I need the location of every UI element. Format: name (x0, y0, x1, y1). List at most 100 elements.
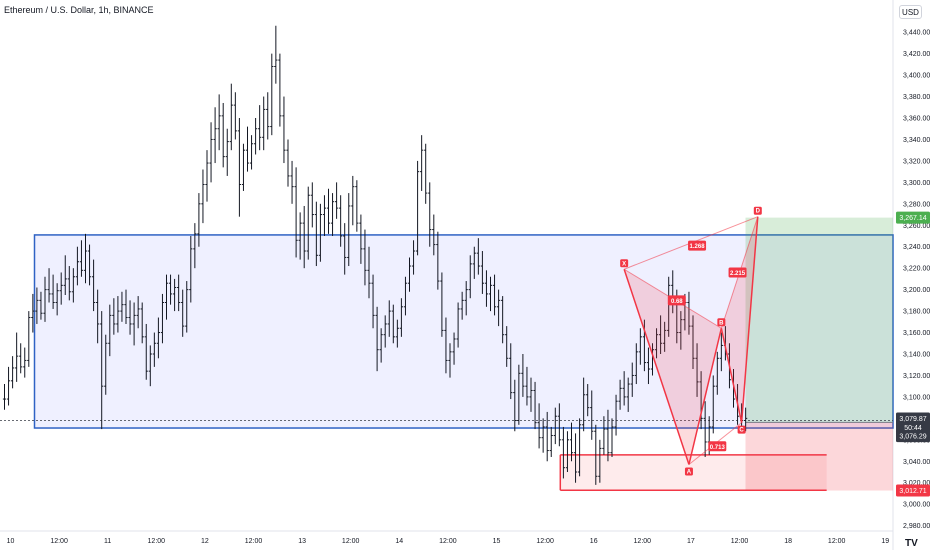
ohlc-bar (347, 193, 351, 267)
ohlc-bar (399, 298, 403, 337)
ohlc-bar (189, 236, 193, 303)
ohlc-bar (290, 160, 294, 204)
ohlc-bar (330, 193, 335, 236)
point-label-x[interactable]: X (620, 259, 629, 268)
ohlc-bar (181, 289, 185, 337)
time-tick-label: 12:00 (245, 538, 263, 545)
ohlc-bar (51, 274, 55, 309)
point-label-text: X (622, 261, 626, 267)
ohlc-bar (650, 343, 655, 376)
point-label-d[interactable]: D (753, 206, 762, 215)
ohlc-bar (448, 343, 452, 378)
ohlc-bar (594, 424, 598, 485)
ohlc-bar (517, 364, 521, 425)
ohlc-bar (395, 319, 399, 348)
ohlc-bar (185, 281, 189, 333)
price-tick-label: 3,380.00 (903, 94, 930, 101)
long-position-tool[interactable] (0, 217, 894, 491)
ohlc-bar (711, 375, 715, 434)
ohlc-bar (569, 422, 574, 462)
price-tick-label: 3,040.00 (903, 459, 930, 466)
ohlc-bar (476, 238, 480, 275)
pattern-leg-bc[interactable] (720, 328, 743, 423)
ohlc-bar (573, 433, 578, 483)
price-tick-label: 3,300.00 (903, 180, 930, 187)
ratio-label[interactable]: 1.268 (688, 240, 707, 251)
ohlc-bar (193, 223, 197, 269)
ohlc-bar (132, 302, 136, 346)
price-tick-label: 3,340.00 (903, 137, 930, 144)
ohlc-bar (497, 289, 501, 327)
ohlc-bar (262, 96, 266, 151)
point-label-c[interactable]: C (737, 425, 746, 434)
ohlc-bar (602, 416, 606, 455)
ohlc-bar (492, 274, 497, 316)
xab-triangle[interactable] (624, 269, 722, 465)
ohlc-bar (383, 315, 387, 348)
price-tick-label: 2,980.00 (903, 523, 930, 530)
ohlc-bar (424, 143, 428, 204)
time-axis[interactable]: 10 12:00 11 12:00 12 12:00 13 12:00 14 12:00 15 12:… (7, 538, 890, 545)
currency-button[interactable]: USD (899, 5, 922, 19)
price-axis[interactable]: 3,440.00 3,420.00 3,400.00 3,380.00 3,360.00… (903, 30, 930, 530)
price-tick-label: 3,100.00 (903, 394, 930, 401)
ohlc-bar (87, 244, 92, 286)
stop-zone[interactable] (745, 422, 894, 491)
ohlc-bar (391, 304, 395, 344)
ohlc-bar (598, 439, 602, 483)
badge-box (896, 484, 930, 497)
ohlc-bar (703, 401, 707, 457)
pattern-leg-cd[interactable] (740, 216, 759, 423)
ohlc-bar (286, 139, 290, 187)
ohlc-bar (233, 92, 237, 140)
ohlc-bar (209, 122, 213, 183)
time-tick-label: 10 (7, 538, 15, 545)
ratio-label-box (728, 267, 747, 278)
ohlc-bar (468, 255, 472, 299)
ohlc-bar (371, 274, 375, 329)
ohlc-bar (144, 323, 148, 380)
symbol-title[interactable]: Ethereum / U.S. Dollar, 1h, BINANCE (4, 5, 154, 15)
ohlc-bar (428, 182, 432, 247)
tradingview-logo[interactable]: TV (897, 536, 929, 549)
ohlc-bar (488, 276, 493, 312)
ratio-label-text: 2.215 (730, 271, 746, 277)
ohlc-bar (590, 390, 594, 440)
range-rectangle[interactable] (33, 234, 894, 429)
ohlc-bar (79, 240, 84, 277)
time-tick-label: 15 (493, 538, 501, 545)
ohlc-bar (432, 214, 436, 256)
harmonic-pattern[interactable]: X A B C D 1.268 0.68 2.215 0.713 (620, 206, 762, 476)
ohlc-bar (553, 407, 557, 445)
ohlc-bar (614, 394, 618, 436)
point-label-text: D (756, 209, 761, 215)
point-label-a[interactable]: A (684, 467, 693, 476)
ohlc-bar (501, 296, 505, 344)
time-tick-label: 14 (395, 538, 403, 545)
ohlc-bar (43, 276, 47, 322)
profit-zone[interactable] (745, 217, 894, 423)
pattern-leg-xa[interactable] (623, 269, 690, 465)
ohlc-bar (509, 343, 513, 400)
time-tick-label: 13 (298, 538, 306, 545)
point-label-b[interactable]: B (717, 318, 726, 327)
bcd-triangle[interactable] (721, 216, 758, 423)
ratio-label[interactable]: 0.68 (667, 295, 686, 306)
ohlc-bar (213, 107, 217, 164)
ohlc-bar (367, 246, 371, 299)
ratio-label[interactable]: 0.713 (708, 441, 727, 452)
range-box[interactable] (33, 234, 894, 429)
ratio-label[interactable]: 2.215 (728, 267, 747, 278)
ohlc-bar (630, 362, 634, 397)
ohlc-bar (104, 334, 108, 395)
ohlc-bar (359, 214, 363, 264)
time-tick-label: 12:00 (634, 538, 652, 545)
point-label-text: C (739, 428, 744, 434)
ohlc-bar (318, 203, 322, 262)
price-tick-label: 3,180.00 (903, 309, 930, 316)
pattern-leg-ab[interactable] (688, 328, 723, 465)
ohlc-bar (606, 409, 610, 462)
ohlc-bar (254, 118, 258, 155)
time-tick-label: 12:00 (342, 538, 360, 545)
